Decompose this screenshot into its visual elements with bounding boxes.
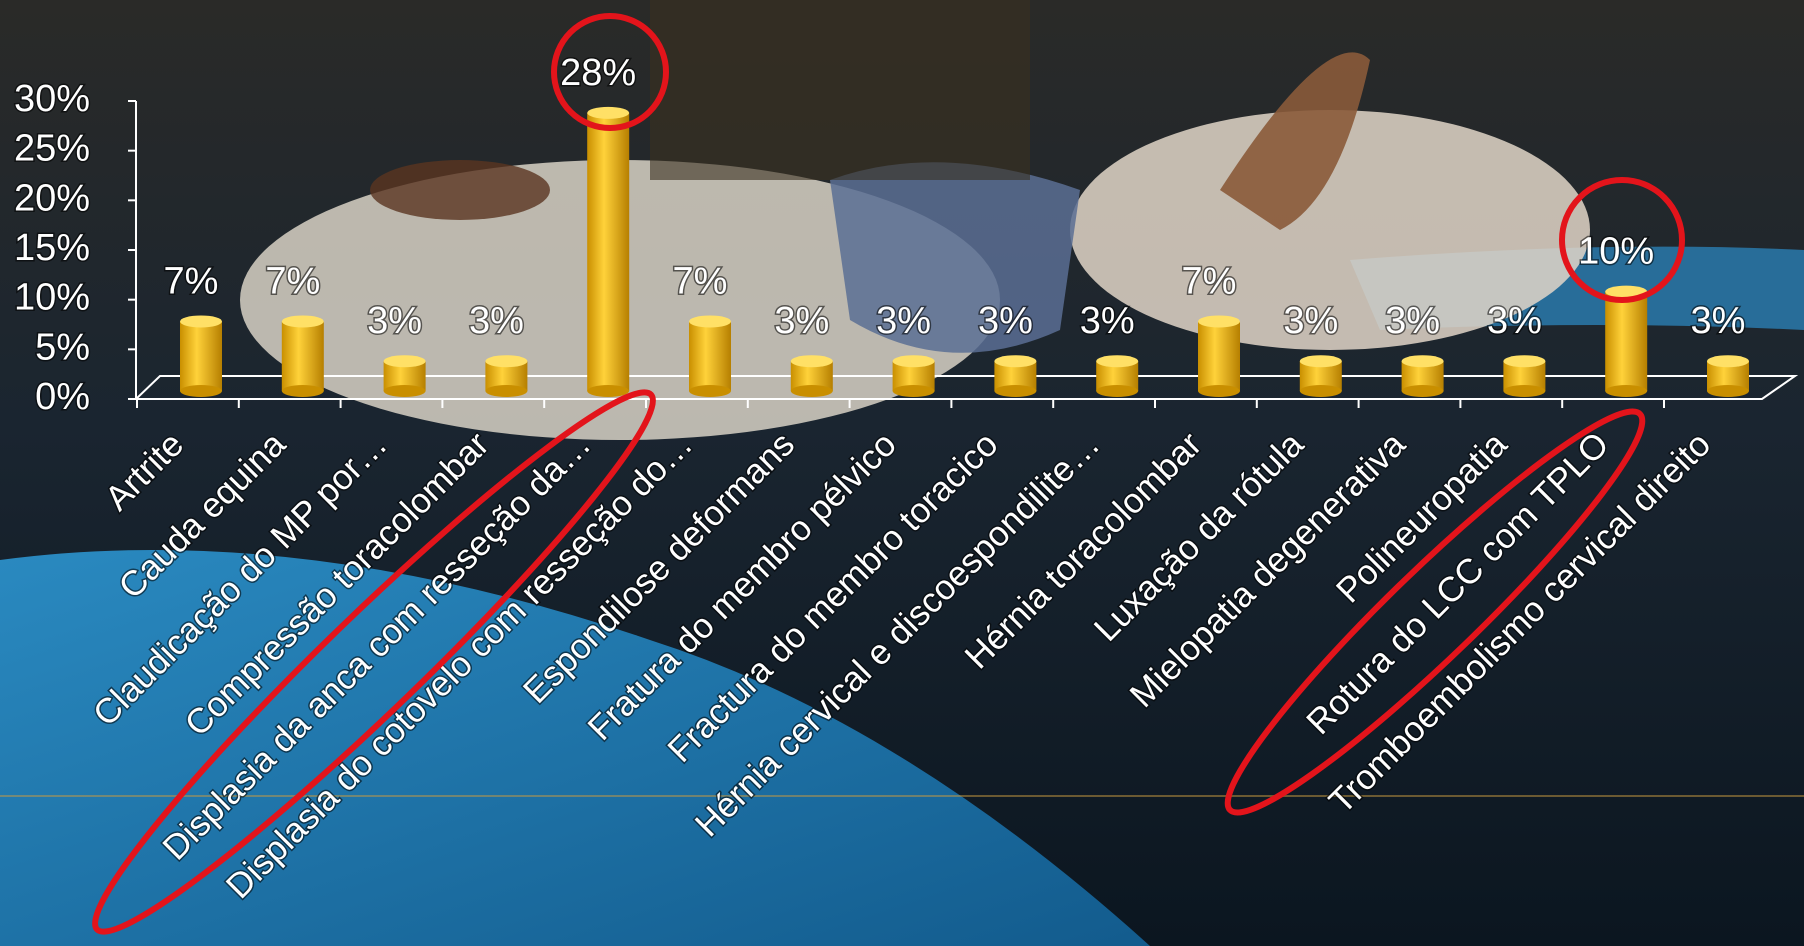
y-tick-label: 10%	[14, 277, 90, 319]
bar-top	[587, 106, 630, 119]
value-label: 3%	[1691, 300, 1746, 342]
bar-base	[892, 385, 935, 397]
bar-base	[994, 385, 1037, 397]
value-label: 7%	[673, 260, 728, 302]
y-tick-label: 0%	[35, 376, 90, 418]
y-tick-label: 20%	[14, 177, 90, 219]
bar-top	[383, 355, 426, 368]
bar-base	[1707, 385, 1749, 397]
value-label: 3%	[876, 300, 931, 342]
highlight-ellipse	[92, 389, 656, 935]
bar-base	[1096, 385, 1139, 397]
bar-top	[1198, 315, 1240, 328]
value-label: 3%	[1283, 300, 1338, 342]
bar	[281, 321, 324, 391]
bar-top	[1605, 285, 1648, 298]
value-label: 3%	[367, 300, 422, 342]
annotations	[92, 13, 1685, 935]
bar-base	[485, 385, 528, 397]
bar-base	[689, 385, 731, 397]
bar-top	[281, 315, 324, 328]
value-label: 7%	[265, 260, 320, 302]
y-tick-label: 5%	[35, 326, 90, 368]
floor	[133, 375, 1799, 400]
bar-top	[1503, 355, 1546, 368]
bar-top	[1707, 355, 1749, 368]
bar-top	[180, 315, 222, 328]
bar-base	[1401, 385, 1444, 397]
bar-top	[689, 315, 731, 328]
value-label: 7%	[164, 260, 219, 302]
value-label: 3%	[469, 300, 524, 342]
y-tick-label: 15%	[14, 227, 90, 269]
bar	[1198, 321, 1240, 391]
bar-base	[180, 385, 222, 397]
value-label: 3%	[774, 300, 829, 342]
bar-base	[383, 385, 426, 397]
bar	[1605, 291, 1648, 391]
value-label: 28%	[560, 52, 636, 94]
bar-base	[1503, 385, 1546, 397]
bar-top	[790, 355, 833, 368]
bar-top	[1096, 355, 1139, 368]
value-label: 3%	[1487, 300, 1542, 342]
value-label: 3%	[1080, 300, 1135, 342]
value-label: 10%	[1578, 231, 1654, 273]
highlight-circle	[1559, 177, 1685, 303]
bar	[180, 321, 222, 391]
value-label: 7%	[1182, 260, 1237, 302]
highlight-ellipse	[1224, 408, 1646, 816]
bar-top	[1401, 355, 1444, 368]
y-tick-label: 25%	[14, 128, 90, 170]
bar-top	[1299, 355, 1342, 368]
bar	[587, 112, 630, 391]
bar-base	[281, 385, 324, 397]
highlight-circle	[551, 13, 669, 131]
bar-top	[892, 355, 935, 368]
value-label: 3%	[978, 300, 1033, 342]
bar-base	[1605, 385, 1648, 397]
bar-base	[587, 385, 630, 397]
y-tick-label: 30%	[14, 78, 90, 120]
bar-base	[1198, 385, 1240, 397]
bar-base	[1299, 385, 1342, 397]
bar-top	[994, 355, 1037, 368]
bar-top	[485, 355, 528, 368]
bar-base	[790, 385, 833, 397]
value-label: 3%	[1385, 300, 1440, 342]
bar	[689, 321, 731, 391]
